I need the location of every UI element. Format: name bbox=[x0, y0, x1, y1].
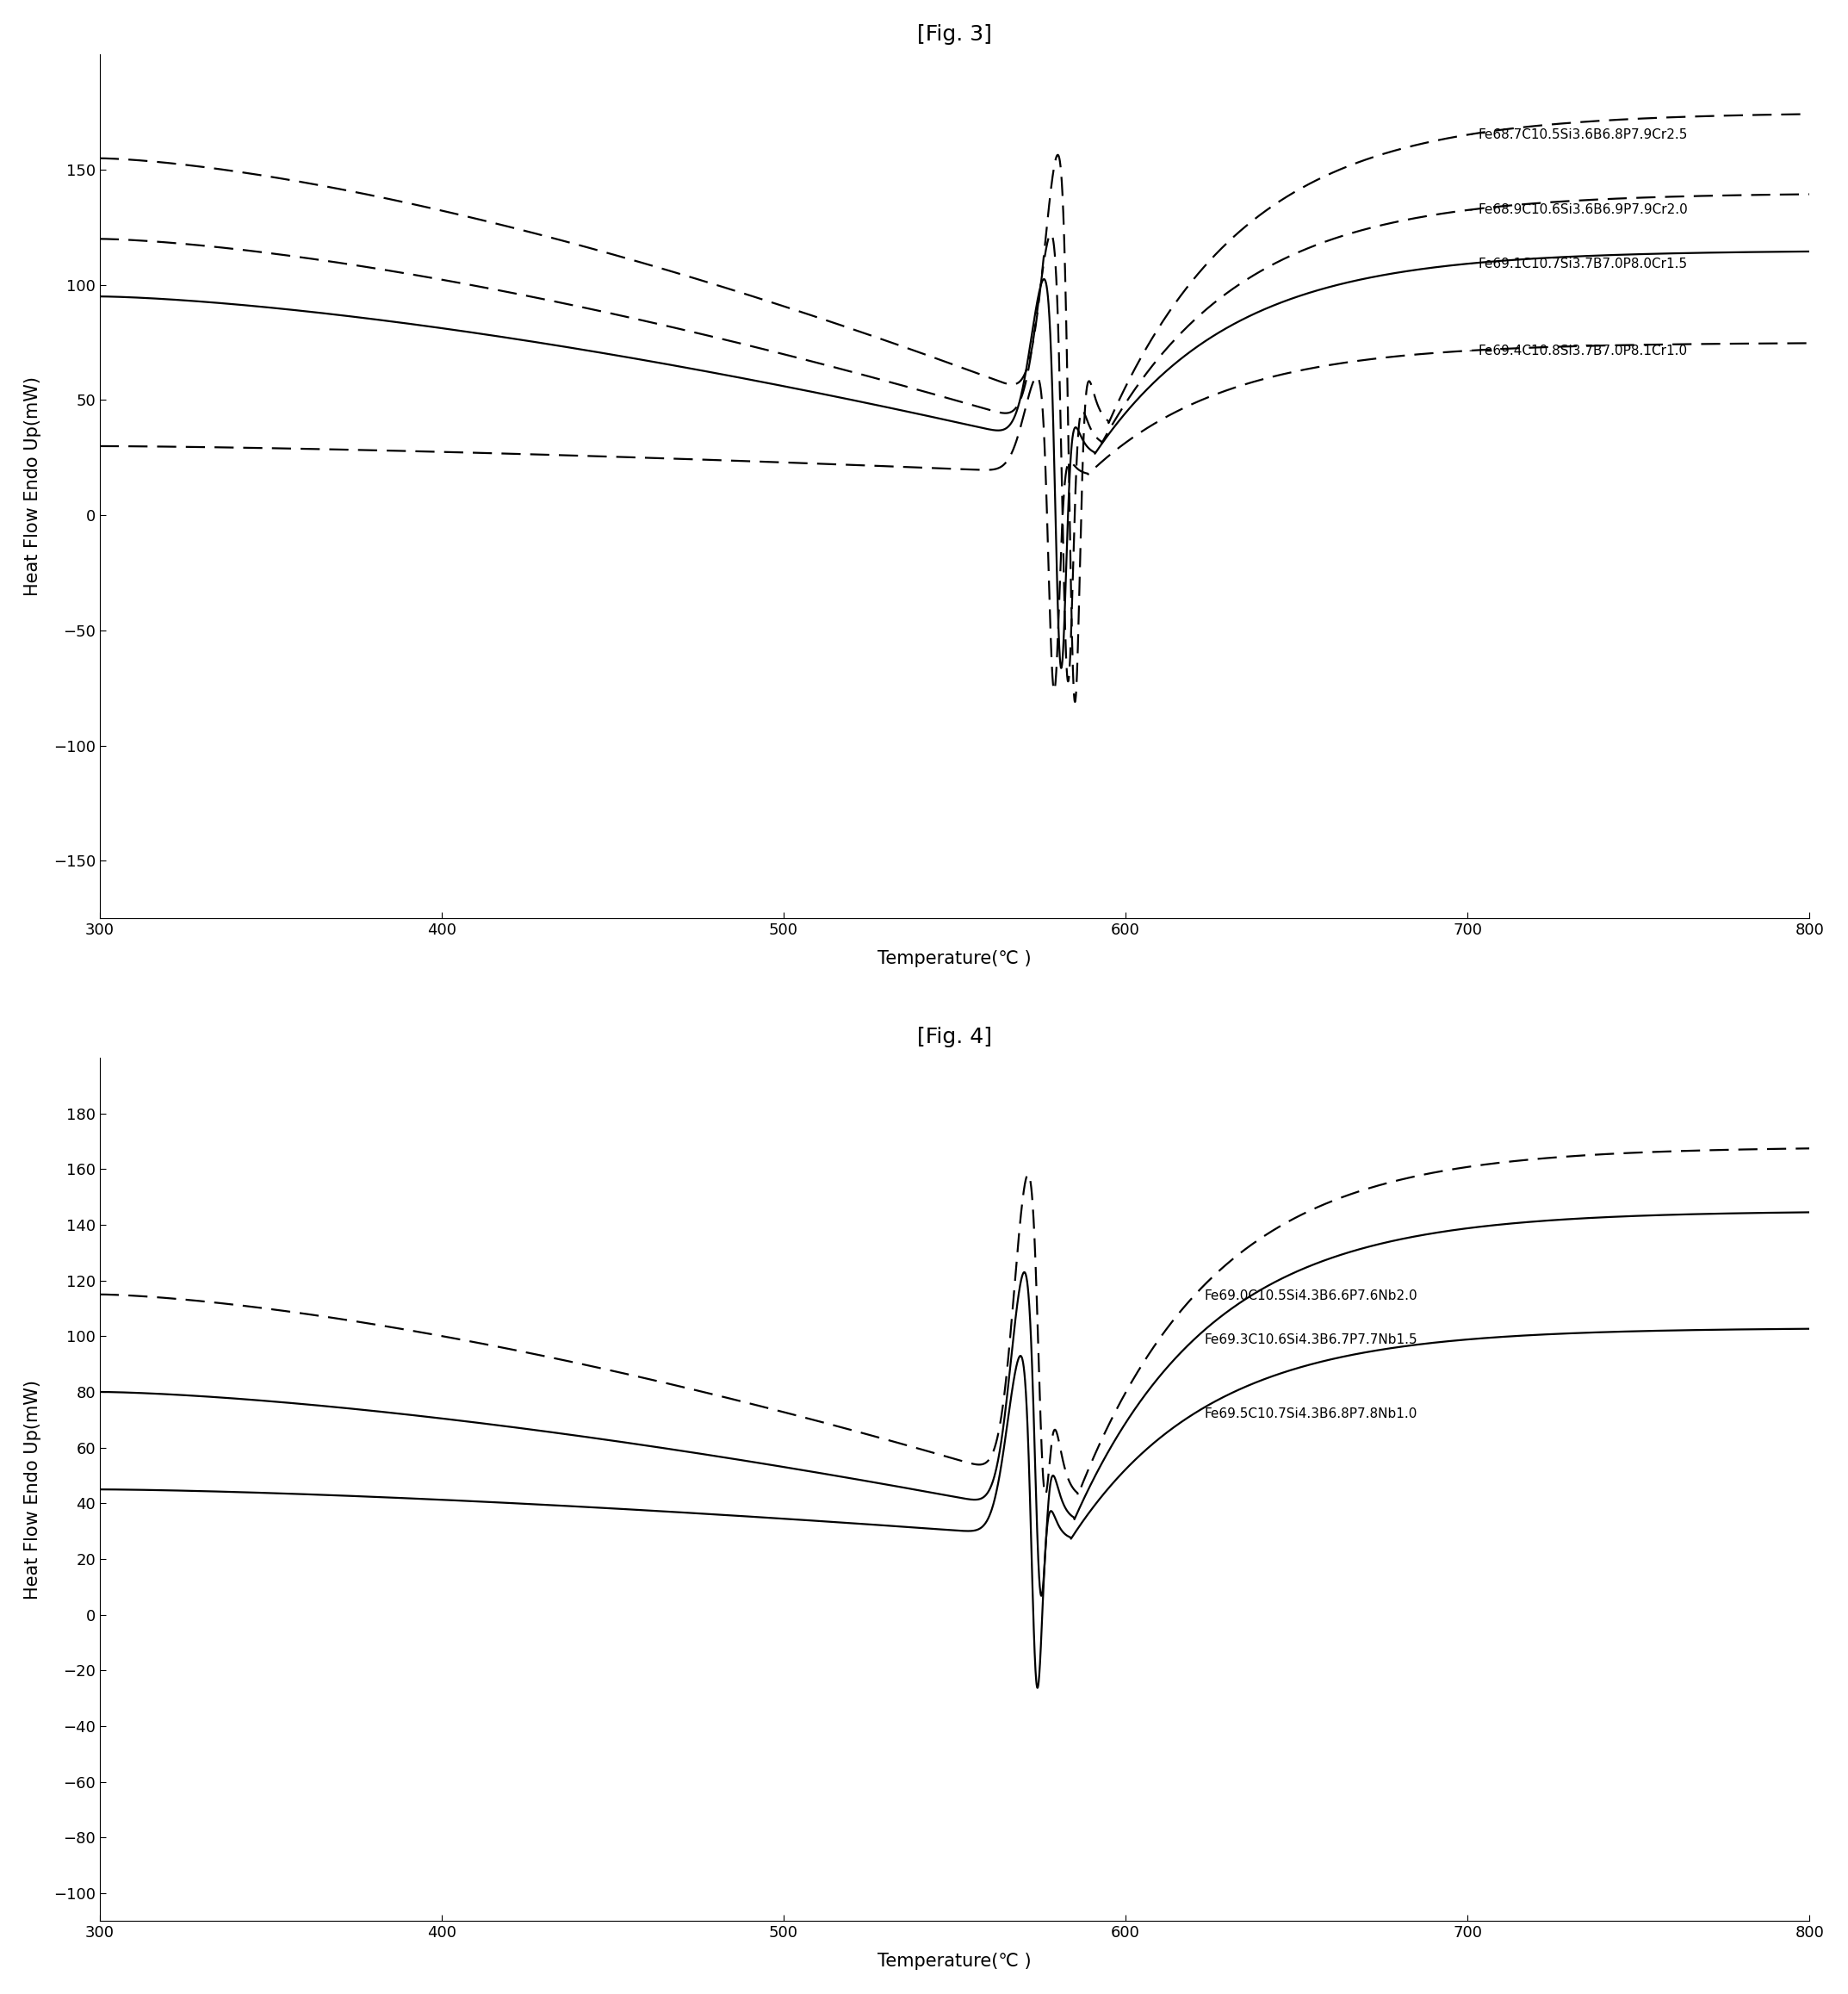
Text: Fe69.5C10.7Si4.3B6.8P7.8Nb1.0: Fe69.5C10.7Si4.3B6.8P7.8Nb1.0 bbox=[1205, 1408, 1417, 1420]
Text: Fe69.1C10.7Si3.7B7.0P8.0Cr1.5: Fe69.1C10.7Si3.7B7.0P8.0Cr1.5 bbox=[1478, 257, 1687, 271]
Text: Fe69.4C10.8Si3.7B7.0P8.1Cr1.0: Fe69.4C10.8Si3.7B7.0P8.1Cr1.0 bbox=[1478, 345, 1687, 357]
Text: Fe69.3C10.6Si4.3B6.7P7.7Nb1.5: Fe69.3C10.6Si4.3B6.7P7.7Nb1.5 bbox=[1205, 1334, 1417, 1346]
X-axis label: Temperature(℃ ): Temperature(℃ ) bbox=[878, 949, 1031, 967]
Title: [Fig. 3]: [Fig. 3] bbox=[917, 24, 992, 44]
Text: Fe68.7C10.5Si3.6B6.8P7.9Cr2.5: Fe68.7C10.5Si3.6B6.8P7.9Cr2.5 bbox=[1478, 128, 1687, 142]
X-axis label: Temperature(℃ ): Temperature(℃ ) bbox=[878, 1952, 1031, 1970]
Y-axis label: Heat Flow Endo Up(mW): Heat Flow Endo Up(mW) bbox=[24, 377, 41, 596]
Text: Fe69.0C10.5Si4.3B6.6P7.6Nb2.0: Fe69.0C10.5Si4.3B6.6P7.6Nb2.0 bbox=[1205, 1290, 1417, 1302]
Title: [Fig. 4]: [Fig. 4] bbox=[917, 1027, 992, 1047]
Text: Fe68.9C10.6Si3.6B6.9P7.9Cr2.0: Fe68.9C10.6Si3.6B6.9P7.9Cr2.0 bbox=[1478, 203, 1687, 217]
Y-axis label: Heat Flow Endo Up(mW): Heat Flow Endo Up(mW) bbox=[24, 1380, 41, 1599]
